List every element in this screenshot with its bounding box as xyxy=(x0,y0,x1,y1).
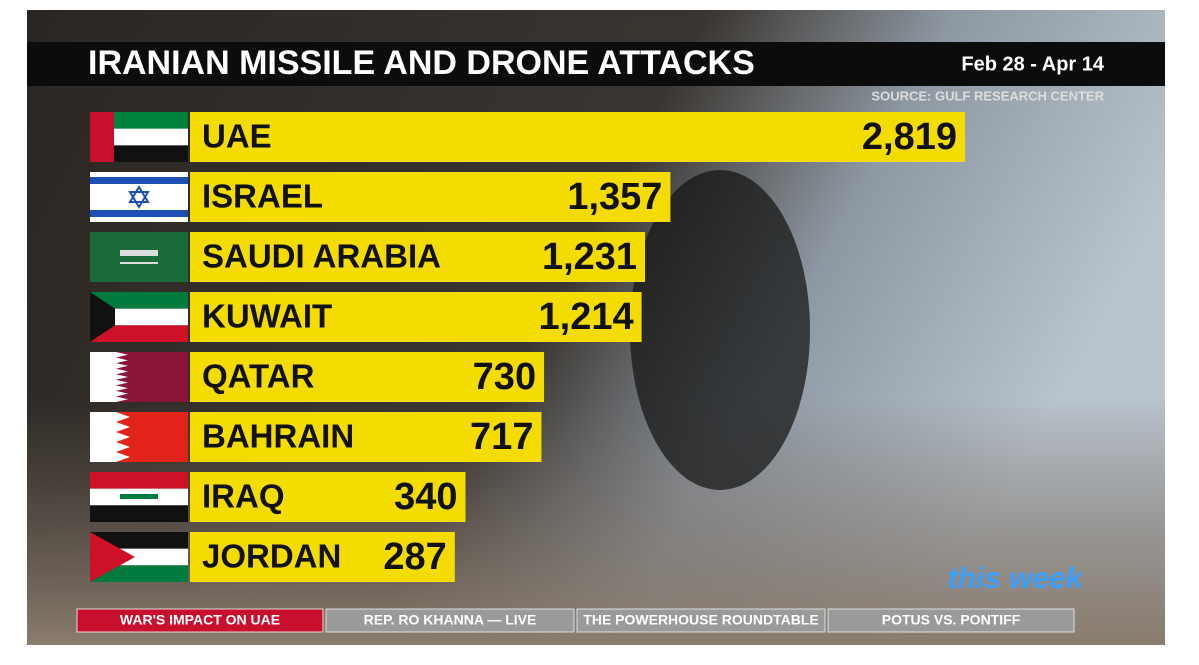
category-label: JORDAN xyxy=(202,538,341,575)
bars: UAE 2,819 ISRAEL 1,357 SAUDI ARABIA 1,231 KUWA… xyxy=(90,112,965,582)
logo: this week xyxy=(947,562,1083,595)
category-label: ISRAEL xyxy=(202,178,323,215)
bar-row: IRAQ 340 xyxy=(90,472,466,522)
bar xyxy=(190,232,646,282)
bar xyxy=(190,352,545,402)
flag-part xyxy=(90,325,188,342)
flag-part xyxy=(90,292,188,309)
smoke xyxy=(630,170,810,490)
bar-row: JORDAN 287 xyxy=(90,532,455,582)
flag-part xyxy=(90,232,188,282)
category-label: KUWAIT xyxy=(202,298,332,335)
bar xyxy=(190,412,542,462)
bar-row: KUWAIT 1,214 xyxy=(90,292,642,342)
flag-part xyxy=(90,112,188,129)
chart-title: IRANIAN MISSILE AND DRONE ATTACKS xyxy=(88,44,755,82)
category-label: SAUDI ARABIA xyxy=(202,238,441,275)
date-range: Feb 28 - Apr 14 xyxy=(961,53,1105,75)
value-label: 287 xyxy=(383,536,446,578)
bar xyxy=(190,112,965,162)
flag-part xyxy=(90,210,188,217)
value-label: 340 xyxy=(394,476,457,518)
flag-part xyxy=(90,412,130,462)
flag-part xyxy=(90,177,188,184)
ticker-box xyxy=(827,608,1075,633)
flag-part xyxy=(128,185,150,203)
value-label: 1,214 xyxy=(539,296,634,338)
bar xyxy=(190,472,466,522)
category-label: BAHRAIN xyxy=(202,418,354,455)
flag-part xyxy=(90,472,188,489)
bar xyxy=(190,172,671,222)
flag-part xyxy=(120,494,158,499)
bar-row: SAUDI ARABIA 1,231 xyxy=(90,232,646,282)
ticker-item: THE POWERHOUSE ROUNDTABLE xyxy=(583,612,818,628)
value-label: 717 xyxy=(470,416,533,458)
ticker-item: POTUS VS. PONTIFF xyxy=(882,612,1021,628)
ticker: WAR'S IMPACT ON UAE REP. RO KHANNA — LIVE… xyxy=(76,608,1075,633)
ticker-box xyxy=(325,608,575,633)
flag-part xyxy=(120,250,158,256)
value-label: 2,819 xyxy=(862,116,957,158)
flag-part xyxy=(90,292,115,342)
flag-part xyxy=(90,532,188,549)
flag-part xyxy=(90,532,135,582)
bar-row: ISRAEL 1,357 xyxy=(90,172,671,222)
ticker-item: REP. RO KHANNA — LIVE xyxy=(364,612,537,628)
value-label: 1,231 xyxy=(542,236,637,278)
value-label: 730 xyxy=(473,356,536,398)
source: SOURCE: GULF RESEARCH CENTER xyxy=(871,88,1104,103)
bar-row: UAE 2,819 xyxy=(90,112,965,162)
bar-row: BAHRAIN 717 xyxy=(90,412,542,462)
bar xyxy=(190,292,642,342)
ticker-box xyxy=(76,608,324,633)
flag-part xyxy=(128,191,150,209)
category-label: QATAR xyxy=(202,358,315,395)
flag-part xyxy=(90,565,188,582)
flag-part xyxy=(90,112,114,162)
ticker-item: WAR'S IMPACT ON UAE xyxy=(120,612,280,628)
category-label: IRAQ xyxy=(202,478,285,515)
title-bar xyxy=(27,42,1165,86)
flag-part xyxy=(90,145,188,162)
bar-row: QATAR 730 xyxy=(90,352,545,402)
flag-part xyxy=(120,262,158,264)
ticker-box xyxy=(576,608,826,633)
flag-part xyxy=(90,505,188,522)
flag-part xyxy=(90,352,128,402)
value-label: 1,357 xyxy=(567,176,662,218)
category-label: UAE xyxy=(202,118,272,155)
bar xyxy=(190,532,455,582)
